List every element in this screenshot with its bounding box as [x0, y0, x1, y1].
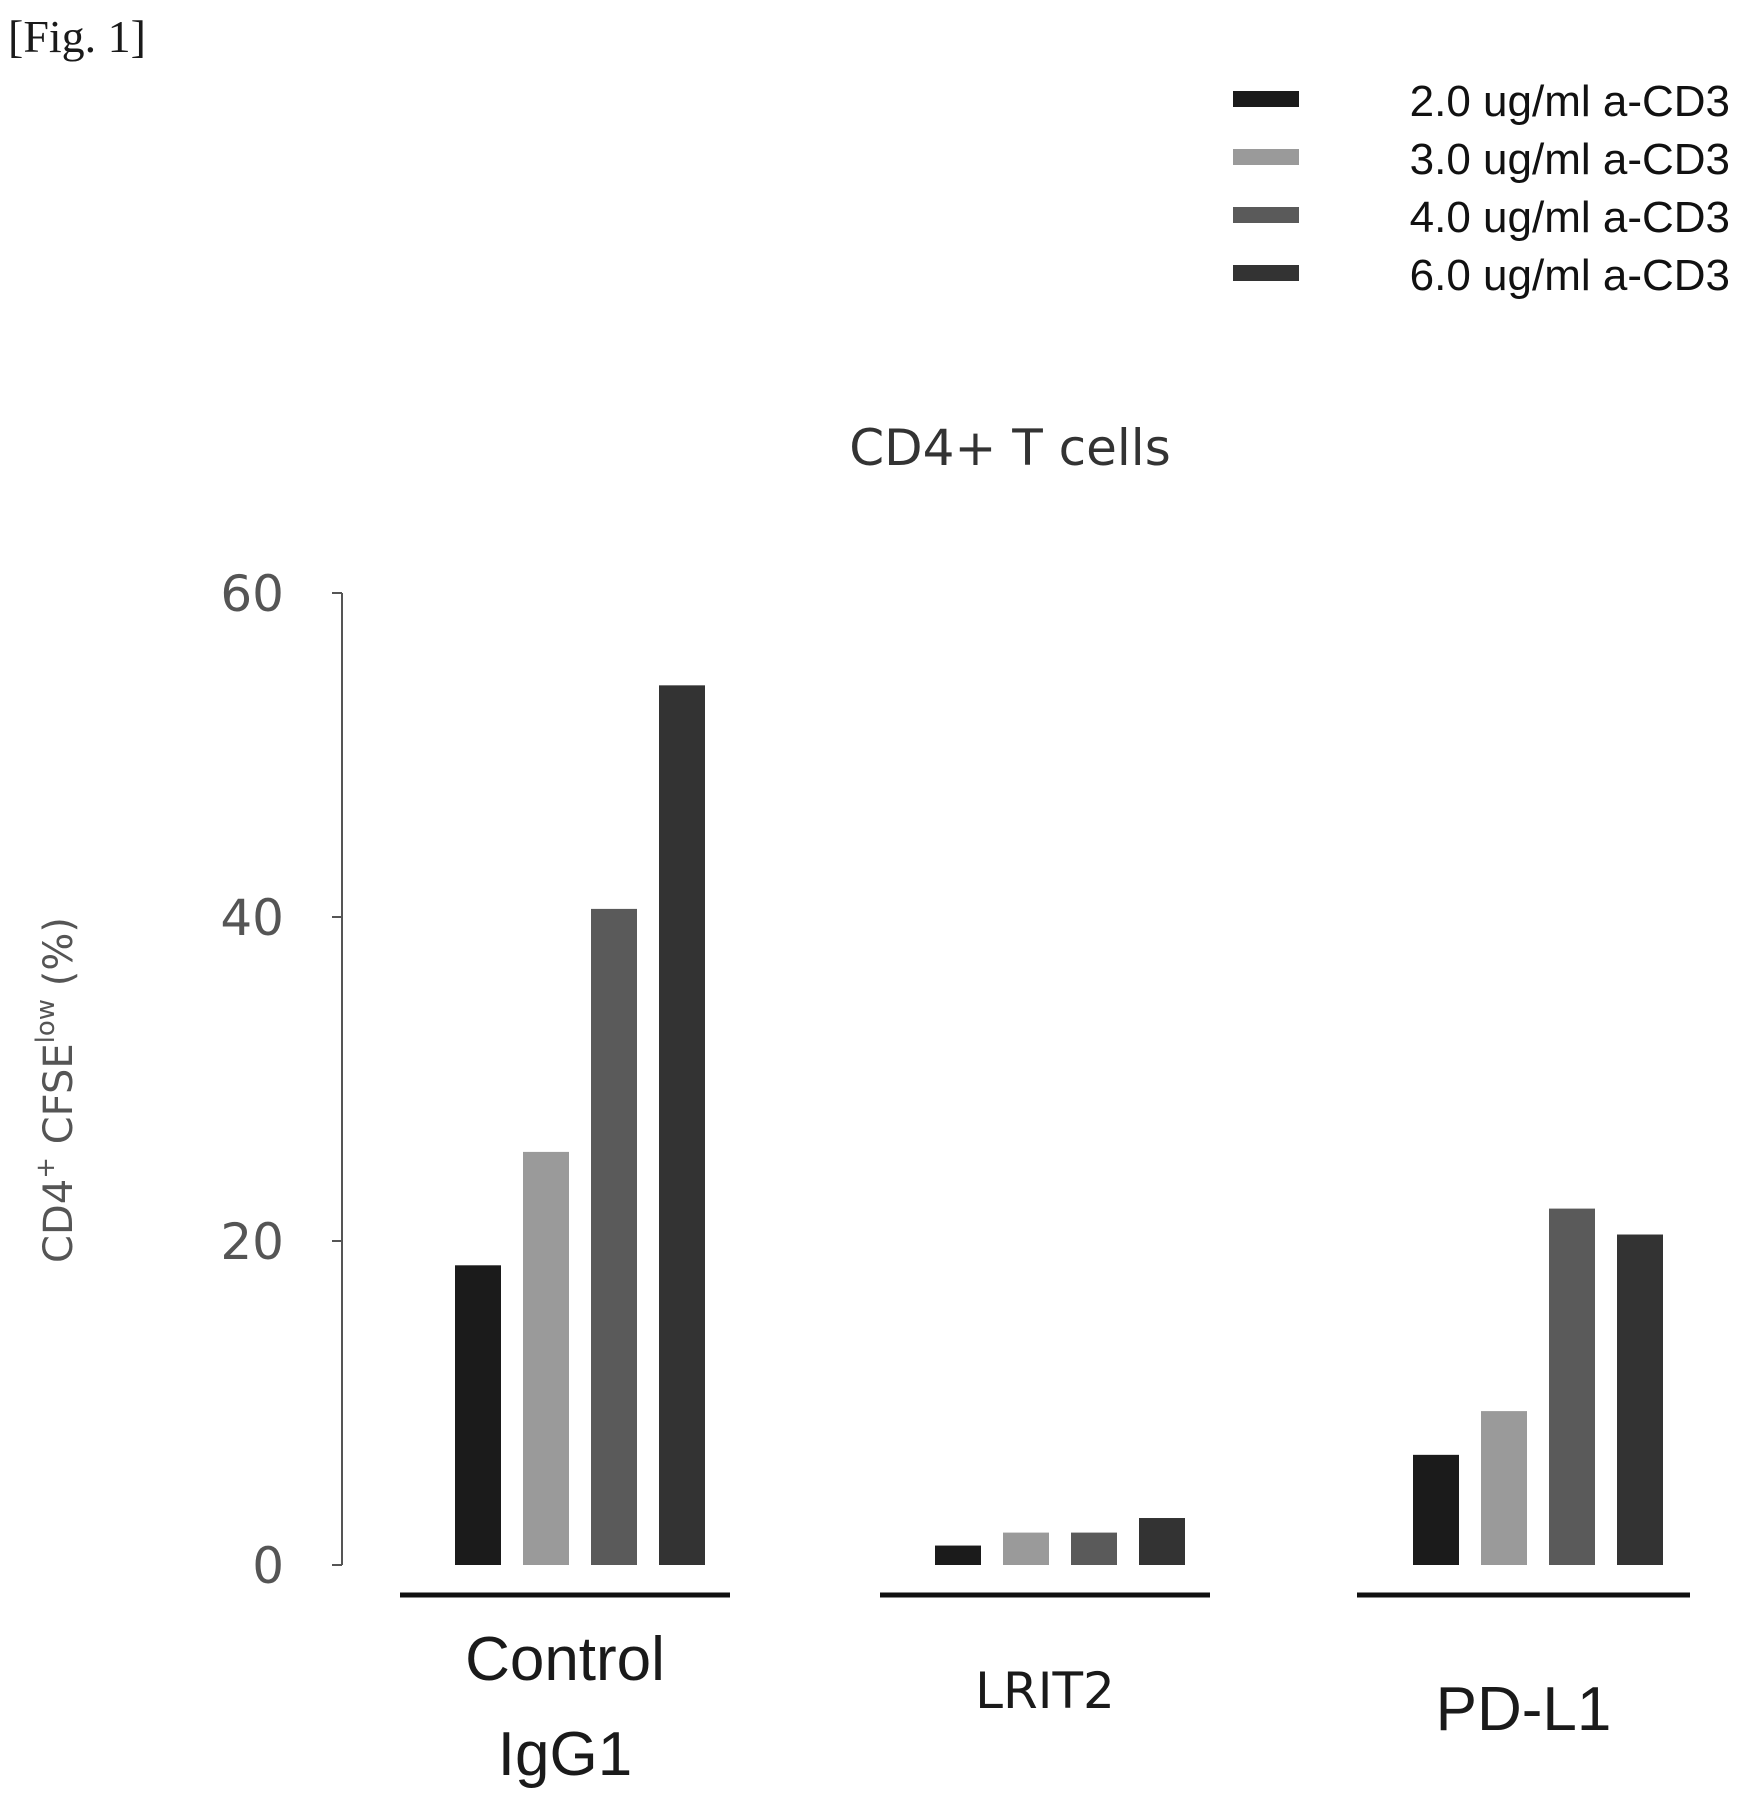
- legend: 2.0 ug/ml a-CD3 3.0 ug/ml a-CD3 4.0 ug/ml …: [1233, 77, 1730, 300]
- bar: [1003, 1532, 1049, 1565]
- bar: [1549, 1208, 1595, 1565]
- category-label: LRIT2: [975, 1662, 1115, 1720]
- y-tick-label: 60: [220, 565, 284, 623]
- bar: [659, 685, 705, 1565]
- category-labels: Control IgG1 LRIT2 PD-L1: [400, 1592, 1690, 1789]
- bar: [1481, 1411, 1527, 1565]
- category-label: IgG1: [498, 1720, 632, 1789]
- legend-entry: 4.0 ug/ml a-CD3: [1410, 193, 1730, 242]
- category-label: PD-L1: [1436, 1675, 1612, 1744]
- y-axis-label-sup1: +: [31, 1157, 61, 1179]
- legend-swatch: [1233, 265, 1299, 281]
- y-axis-label-sup2: low: [31, 999, 61, 1043]
- bar: [591, 908, 637, 1565]
- bar: [455, 1265, 501, 1565]
- bars: [455, 685, 1663, 1565]
- bar: [1413, 1454, 1459, 1565]
- y-axis-label-tail: (%): [36, 917, 82, 999]
- y-tick-label: 20: [220, 1213, 284, 1271]
- category-label: Control: [465, 1625, 665, 1694]
- legend-swatch: [1233, 91, 1299, 107]
- y-axis-label-main: CD4: [36, 1179, 82, 1263]
- figure-label: [Fig. 1]: [8, 11, 146, 62]
- legend-entry: 2.0 ug/ml a-CD3: [1410, 77, 1730, 126]
- y-tick-label: 40: [220, 889, 284, 947]
- y-axis: 0 20 40 60: [220, 565, 343, 1595]
- bar: [1617, 1234, 1663, 1565]
- bar: [1139, 1518, 1185, 1565]
- bar: [935, 1545, 981, 1565]
- legend-swatch: [1233, 149, 1299, 165]
- chart-title: CD4+ T cells: [849, 419, 1171, 477]
- bar: [1071, 1532, 1117, 1565]
- legend-entry: 6.0 ug/ml a-CD3: [1410, 251, 1730, 300]
- y-tick-label: 0: [252, 1537, 284, 1595]
- bar: [523, 1151, 569, 1565]
- legend-swatch: [1233, 207, 1299, 223]
- svg-text:CD4+ CFSElow (%): CD4+ CFSElow (%): [31, 917, 82, 1263]
- y-axis-label-mid: CFSE: [36, 1043, 82, 1157]
- y-axis-label: CD4+ CFSElow (%): [31, 917, 82, 1263]
- legend-entry: 3.0 ug/ml a-CD3: [1410, 135, 1730, 184]
